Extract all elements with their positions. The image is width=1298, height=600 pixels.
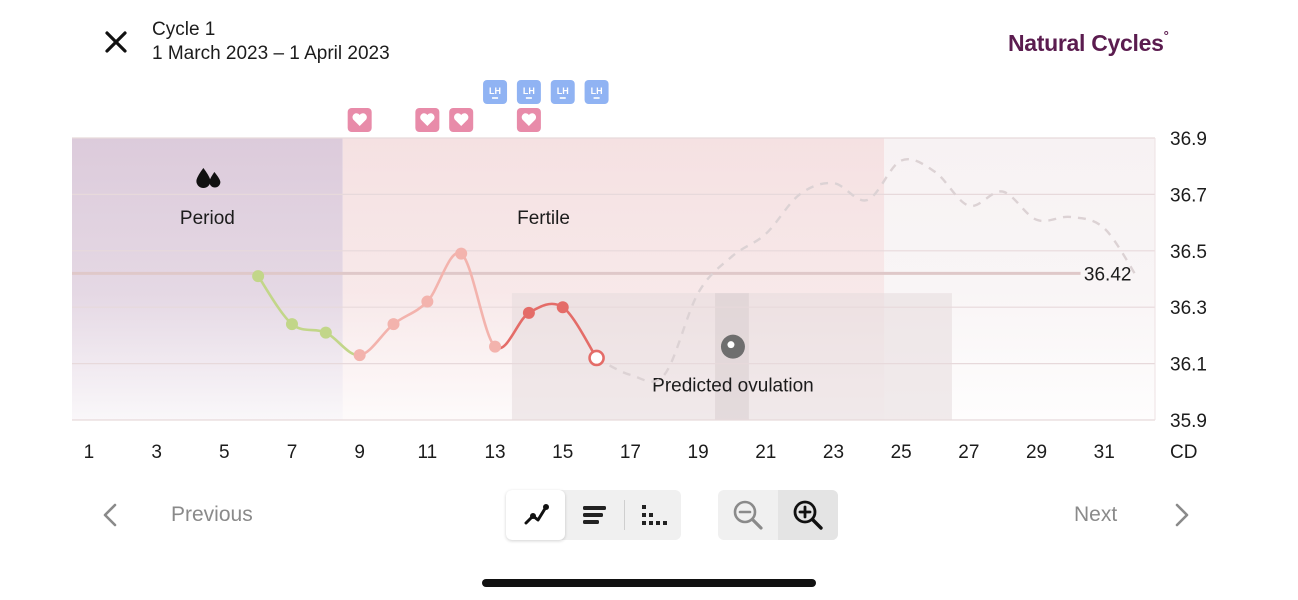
y-tick-label: 36.9 [1170, 129, 1207, 150]
temperature-point [522, 306, 535, 319]
cycle-title: Cycle 1 [152, 19, 216, 40]
x-tick-label: 19 [688, 442, 709, 463]
y-tick-label: 35.9 [1170, 411, 1207, 432]
close-icon[interactable] [100, 26, 132, 58]
temperature-point [421, 295, 434, 308]
heart-icon [415, 108, 440, 132]
zoom-out-button[interactable] [718, 490, 778, 540]
x-unit-label: CD [1170, 442, 1197, 463]
y-tick-label: 36.1 [1170, 355, 1207, 376]
line-graph-icon [524, 504, 549, 525]
lh-test-icon: LH [516, 80, 541, 104]
cover-line-label: 36.42 [1084, 264, 1132, 285]
dot-grid-icon [642, 505, 667, 525]
x-tick-label: 13 [484, 442, 505, 463]
x-tick-label: 29 [1026, 442, 1047, 463]
cycle-dates: 1 March 2023 – 1 April 2023 [152, 43, 390, 64]
lh-test-icon: LH [483, 80, 508, 104]
temperature-point [387, 318, 400, 331]
heart-icon [516, 108, 541, 132]
phase-label-fertile: Fertile [517, 208, 570, 229]
chevron-left-icon[interactable] [96, 500, 126, 530]
zoom-in-button[interactable] [778, 490, 838, 540]
x-tick-label: 25 [891, 442, 912, 463]
zoom-out-icon [733, 500, 763, 530]
x-tick-label: 11 [417, 442, 437, 463]
segment-divider [624, 500, 625, 530]
x-tick-label: 3 [151, 442, 162, 463]
temperature-point [489, 340, 502, 353]
ovulation-label: Predicted ovulation [652, 376, 814, 397]
list-view-button[interactable] [565, 490, 624, 540]
ovulation-pin-icon [720, 334, 745, 359]
x-tick-label: 9 [354, 442, 365, 463]
temperature-point [455, 247, 468, 260]
x-tick-label: 5 [219, 442, 230, 463]
x-tick-label: 17 [620, 442, 641, 463]
graph-view-button[interactable] [506, 490, 565, 540]
heart-icon [449, 108, 474, 132]
brand-logo: Natural Cycles° [1008, 28, 1169, 56]
lh-test-icon: LH [550, 80, 575, 104]
lh-badge-label: LH [489, 86, 501, 96]
lh-badge-label: LH [591, 86, 603, 96]
lh-badge-label: LH [523, 86, 535, 96]
x-tick-label: 7 [287, 442, 298, 463]
temperature-point-today [588, 349, 605, 367]
drops-icon [196, 168, 221, 188]
x-tick-label: 27 [958, 442, 979, 463]
temperature-point [556, 301, 569, 314]
temperature-point [285, 318, 298, 331]
x-tick-label: 31 [1094, 442, 1115, 463]
dots-view-button[interactable] [625, 490, 681, 540]
temperature-point [353, 349, 366, 362]
temperature-point [319, 326, 332, 339]
next-button[interactable]: Next [1074, 503, 1118, 526]
y-tick-label: 36.3 [1170, 298, 1207, 319]
x-tick-label: 15 [552, 442, 573, 463]
x-tick-label: 21 [755, 442, 776, 463]
zoom-in-icon [793, 500, 823, 530]
zoom-switcher [718, 490, 838, 540]
x-tick-label: 23 [823, 442, 844, 463]
predicted-temperature-line [596, 158, 1140, 383]
previous-button[interactable]: Previous [171, 503, 253, 526]
list-view-icon [582, 506, 606, 524]
lh-badge-label: LH [557, 86, 569, 96]
y-tick-label: 36.5 [1170, 242, 1207, 263]
phase-label-period: Period [180, 208, 235, 229]
view-switcher [506, 490, 681, 540]
chevron-right-icon[interactable] [1166, 500, 1196, 530]
home-indicator [482, 579, 816, 587]
temperature-point [252, 270, 265, 283]
x-tick-label: 1 [84, 442, 95, 463]
heart-icon [347, 108, 372, 132]
lh-test-icon: LH [584, 80, 609, 104]
y-tick-label: 36.7 [1170, 185, 1207, 206]
